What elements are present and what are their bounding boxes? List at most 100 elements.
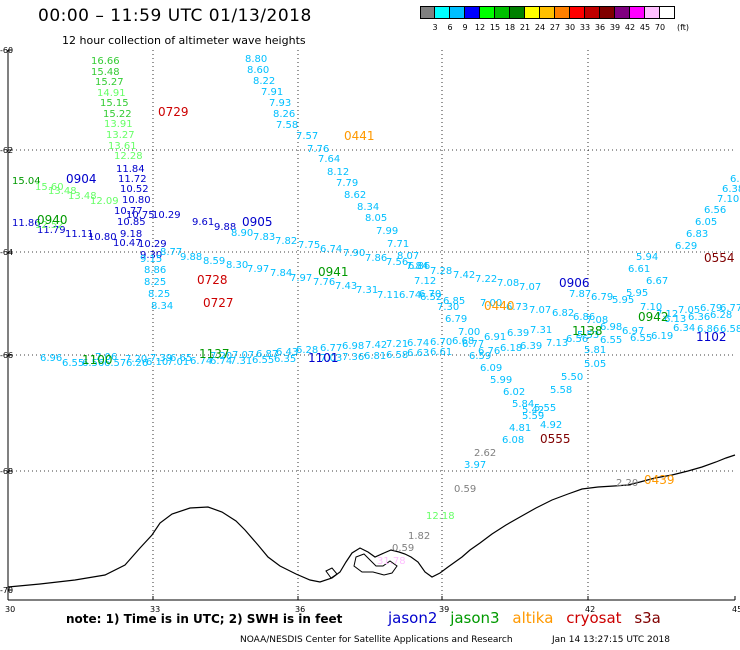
color-swatch: [450, 6, 465, 19]
wave-height-value: 7.31: [530, 325, 552, 336]
wave-height-value: 6.13: [664, 314, 686, 325]
pass-time-label: 1137: [199, 347, 230, 361]
wave-height-value: 6.85: [443, 296, 465, 307]
wave-height-value: 7.91: [261, 87, 283, 98]
wave-height-value: 6.28: [710, 310, 732, 321]
wave-height-value: 13.61: [108, 141, 137, 152]
latitude-label: -60: [0, 46, 13, 55]
color-swatch: [465, 6, 480, 19]
color-scale-unit: (ft): [677, 23, 690, 32]
wave-height-value: 6.77: [320, 343, 342, 354]
wave-height-value: 7.01: [167, 357, 189, 368]
wave-height-value: 7.08: [497, 278, 519, 289]
color-scale-label: 70: [654, 23, 666, 32]
pass-time-label: 0729: [158, 105, 189, 119]
wave-height-value: 7.84: [406, 261, 428, 272]
color-scale-label: 45: [639, 23, 651, 32]
latitude-label: -62: [0, 146, 13, 155]
color-scale-label: 9: [462, 23, 468, 32]
color-swatch: [480, 6, 495, 19]
wave-height-value: 7.64: [318, 154, 340, 165]
wave-height-value: 6.77: [462, 339, 484, 350]
wave-height-value: 7.08: [586, 315, 608, 326]
wave-height-value: 6.28: [296, 345, 318, 356]
wave-height-value: 7.76: [307, 144, 329, 155]
wave-height-value: 6.65: [170, 353, 192, 364]
wave-height-value: 8.86: [144, 265, 166, 276]
wave-height-value: 7.39: [150, 353, 172, 364]
pass-time-label: 0940: [37, 213, 68, 227]
color-scale-label: 6: [447, 23, 453, 32]
legend-s3a: s3a: [634, 609, 661, 627]
wave-height-value: 7.36: [342, 352, 364, 363]
color-swatch: [495, 6, 510, 19]
legend-cryosat: cryosat: [566, 609, 622, 627]
wave-height-value: 1.82: [408, 531, 430, 542]
pass-time-label: 1101: [308, 351, 339, 365]
wave-height-value: 7.28: [430, 266, 452, 277]
wave-height-value: 7.43: [335, 281, 357, 292]
wave-height-value: 8.05: [365, 213, 387, 224]
pass-time-label: 0941: [318, 265, 349, 279]
legend-altika: altika: [512, 609, 554, 627]
color-scale-label: 12: [474, 23, 486, 32]
wave-height-value: 12.09: [90, 196, 119, 207]
color-scale-label: 15: [489, 23, 501, 32]
wave-height-value: 12.28: [114, 151, 143, 162]
wave-height-value: 7.93: [269, 98, 291, 109]
wave-height-value: 6.79: [445, 314, 467, 325]
wave-height-value: 5.84: [512, 399, 534, 410]
wave-height-value: 6.86: [697, 324, 719, 335]
wave-height-value: 7.42: [453, 270, 475, 281]
latitude-label: -70: [0, 586, 13, 595]
wave-height-value: 9.88: [214, 222, 236, 233]
color-swatch: [435, 6, 450, 19]
wave-height-value: 7.13: [546, 338, 568, 349]
color-scale-label: 42: [624, 23, 636, 32]
wave-height-value: 7.58: [276, 120, 298, 131]
wave-height-value: 6.57: [104, 358, 126, 369]
wave-height-value: 9.18: [120, 229, 142, 240]
wave-height-value: 6.61: [430, 347, 452, 358]
pass-time-label: 1138: [572, 324, 603, 338]
longitude-label: 42: [585, 605, 595, 614]
wave-height-value: 5.95: [626, 288, 648, 299]
generation-timestamp: Jan 14 13:27:15 UTC 2018: [552, 635, 670, 645]
pass-time-label: 1102: [696, 330, 727, 344]
wave-height-value: 31.78: [377, 556, 406, 567]
wave-height-value: 5.50: [561, 372, 583, 383]
wave-height-value: 11.72: [118, 174, 147, 185]
wave-height-value: 7.71: [387, 239, 409, 250]
wave-height-value: 7.20: [210, 351, 232, 362]
wave-height-value: 14.91: [97, 88, 126, 99]
wave-height-value: 11.11: [65, 229, 94, 240]
color-swatch: [585, 6, 600, 19]
wave-height-value: 6.36: [688, 312, 710, 323]
wave-height-value: 11.79: [37, 225, 66, 236]
wave-height-value: 6.39: [507, 328, 529, 339]
wave-height-value: 5.42: [522, 405, 544, 416]
wave-height-value: 9.88: [180, 252, 202, 263]
pass-time-label: 0904: [66, 172, 97, 186]
wave-height-value: 8.25: [144, 277, 166, 288]
color-swatch: [600, 6, 615, 19]
wave-height-value: 5.53: [577, 330, 599, 341]
wave-height-value: 6.76: [478, 346, 500, 357]
wave-height-value: 7.75: [298, 240, 320, 251]
satellite-pass-times: 0904 0940 0905 0729 0441 0728 0727 0941 0906 0554…: [37, 105, 735, 487]
wave-height-value: 5.55: [534, 403, 556, 414]
map-subtitle: 12 hour collection of altimeter wave hei…: [62, 34, 306, 47]
color-swatch: [630, 6, 645, 19]
wave-height-value: 7.56: [386, 257, 408, 268]
wave-height-value: 6.82: [730, 174, 740, 185]
wave-height-value: 7.87: [569, 289, 591, 300]
color-swatch: [645, 6, 660, 19]
wave-height-value: 9.61: [192, 217, 214, 228]
wave-height-value: 7.20: [125, 354, 147, 365]
wave-height-value: 10.75: [126, 210, 155, 221]
longitude-label: 36: [295, 605, 305, 614]
wave-height-value: 15.27: [95, 77, 124, 88]
pass-time-label: 0905: [242, 215, 273, 229]
color-scale-label: 24: [534, 23, 546, 32]
